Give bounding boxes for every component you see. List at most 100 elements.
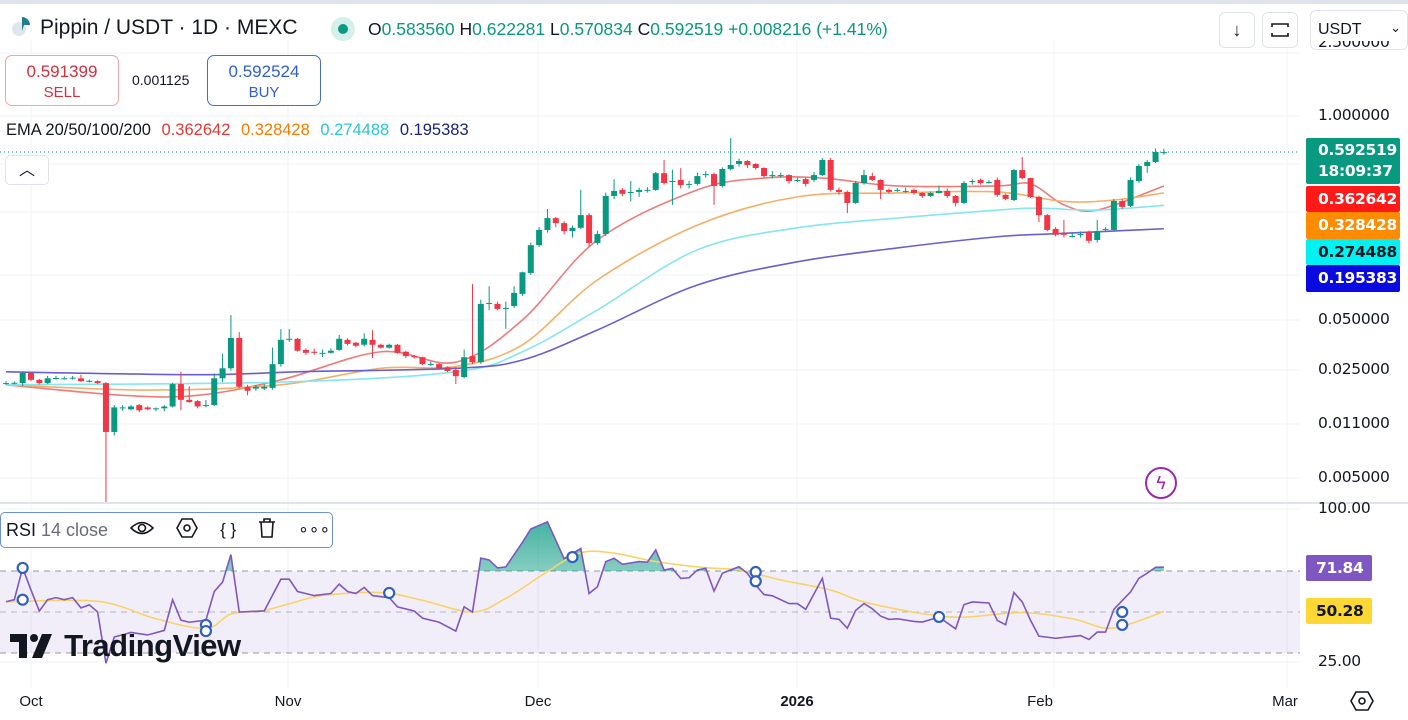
candle	[644, 187, 651, 193]
candle-body	[702, 174, 709, 176]
candle	[552, 216, 559, 228]
candle-body	[469, 356, 476, 363]
candle	[527, 242, 534, 275]
candle-body	[777, 175, 784, 177]
candle	[461, 349, 468, 379]
candle-body	[386, 344, 393, 348]
candle	[452, 367, 459, 385]
candle-body	[336, 338, 343, 350]
candle-body	[1135, 165, 1142, 182]
settings-icon[interactable]	[176, 517, 198, 543]
market-open-status-icon[interactable]	[331, 17, 355, 41]
download-button[interactable]: ↓	[1219, 12, 1255, 48]
candle-body	[877, 179, 884, 190]
candle	[977, 178, 984, 185]
source-code-icon[interactable]: { }	[220, 520, 237, 539]
candle	[344, 338, 351, 346]
candle-body	[969, 181, 976, 183]
pivot-marker	[383, 586, 396, 600]
candle-body	[302, 349, 309, 353]
time-label: Nov	[274, 693, 302, 710]
ema-legend[interactable]: EMA 20/50/100/200 0.362642 0.328428 0.27…	[6, 121, 475, 140]
candle-body	[344, 339, 351, 344]
candle-body	[611, 190, 618, 196]
candle	[744, 159, 751, 169]
candle-body	[1119, 201, 1126, 207]
pivot-marker	[199, 624, 213, 638]
candle	[927, 191, 934, 197]
fullscreen-button[interactable]	[1262, 12, 1298, 48]
symbol-title[interactable]: Pippin / USDT · 1D · MEXC	[40, 16, 298, 39]
collapse-legend-button[interactable]: ︿	[5, 155, 49, 185]
candle	[202, 399, 209, 408]
candle-body	[869, 176, 876, 180]
candle-body	[552, 218, 559, 224]
candle	[19, 371, 26, 387]
eye-icon[interactable]	[129, 519, 155, 542]
candle	[702, 171, 709, 178]
rsi-legend[interactable]: RSI 14 close { } ∘∘∘	[0, 512, 333, 548]
candle-body	[436, 364, 443, 369]
candle-body	[394, 344, 401, 353]
candle	[1069, 232, 1076, 238]
candle-body	[1027, 178, 1034, 197]
candle	[52, 375, 59, 380]
candle	[386, 343, 393, 349]
candle-body	[61, 378, 68, 380]
open-value: 0.583560	[381, 19, 455, 39]
candle-body	[1010, 170, 1017, 201]
candle-body	[652, 173, 659, 190]
candle	[186, 386, 193, 403]
candle-body	[744, 161, 751, 165]
candle	[677, 168, 684, 189]
candle-body	[536, 229, 543, 246]
candle	[377, 343, 384, 349]
more-options-icon[interactable]: ∘∘∘	[298, 520, 331, 539]
candle	[502, 301, 509, 329]
candle-body	[794, 179, 801, 181]
candle	[686, 181, 693, 189]
chevron-up-icon: ︿	[18, 162, 35, 179]
rsi-pane[interactable]	[0, 520, 1300, 664]
candle-body	[985, 181, 992, 183]
currency-select[interactable]: USDT ⌄	[1310, 10, 1408, 50]
candle-body	[844, 191, 851, 203]
candle-body	[944, 190, 951, 196]
candle	[436, 363, 443, 370]
candle-body	[219, 368, 226, 379]
buy-button[interactable]: 0.592524 BUY	[207, 55, 321, 106]
ema-legend-title: EMA 20/50/100/200	[6, 121, 151, 139]
candle	[294, 337, 301, 352]
candle	[969, 179, 976, 185]
chart-settings-button[interactable]	[1350, 690, 1374, 717]
candle-body	[827, 159, 834, 190]
candle-body	[752, 164, 759, 168]
candle-body	[1069, 235, 1076, 237]
candle	[985, 180, 992, 184]
candle	[1002, 193, 1009, 201]
close-label: C	[637, 19, 651, 39]
candle-body	[894, 189, 901, 191]
candle-body	[1077, 234, 1084, 236]
candle	[1119, 199, 1126, 210]
candle	[327, 348, 334, 354]
candle	[1094, 219, 1101, 243]
candle-body	[69, 377, 76, 379]
candle	[1102, 227, 1109, 232]
ema200-value: 0.195383	[399, 121, 469, 139]
candle-body	[236, 337, 243, 387]
candle	[727, 138, 734, 171]
candle-body	[694, 176, 701, 184]
lightning-icon[interactable]: ϟ	[1145, 467, 1177, 499]
candle	[786, 174, 793, 184]
candle	[236, 332, 243, 388]
candle-body	[511, 292, 518, 306]
trash-icon[interactable]	[258, 517, 276, 543]
candle-body	[361, 338, 368, 345]
spread-value: 0.001125	[132, 72, 190, 88]
candle-body	[452, 369, 459, 377]
price-pane[interactable]	[0, 138, 1300, 503]
candle	[711, 172, 718, 205]
sell-button[interactable]: 0.591399 SELL	[5, 55, 119, 106]
